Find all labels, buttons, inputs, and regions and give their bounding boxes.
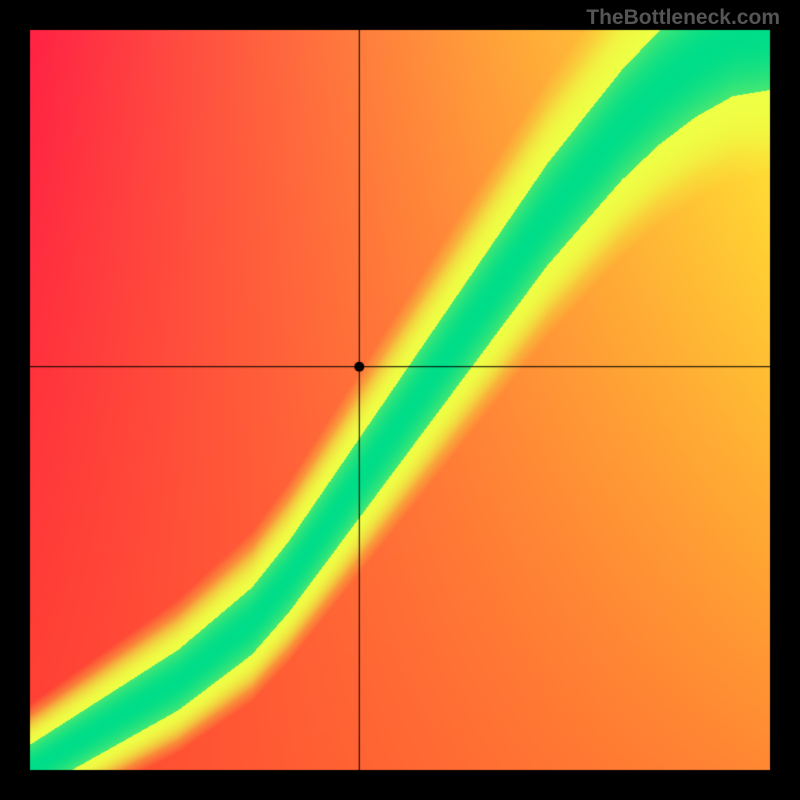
heatmap-canvas (0, 0, 800, 800)
watermark-text: TheBottleneck.com (586, 6, 780, 30)
chart-container: TheBottleneck.com (0, 0, 800, 800)
